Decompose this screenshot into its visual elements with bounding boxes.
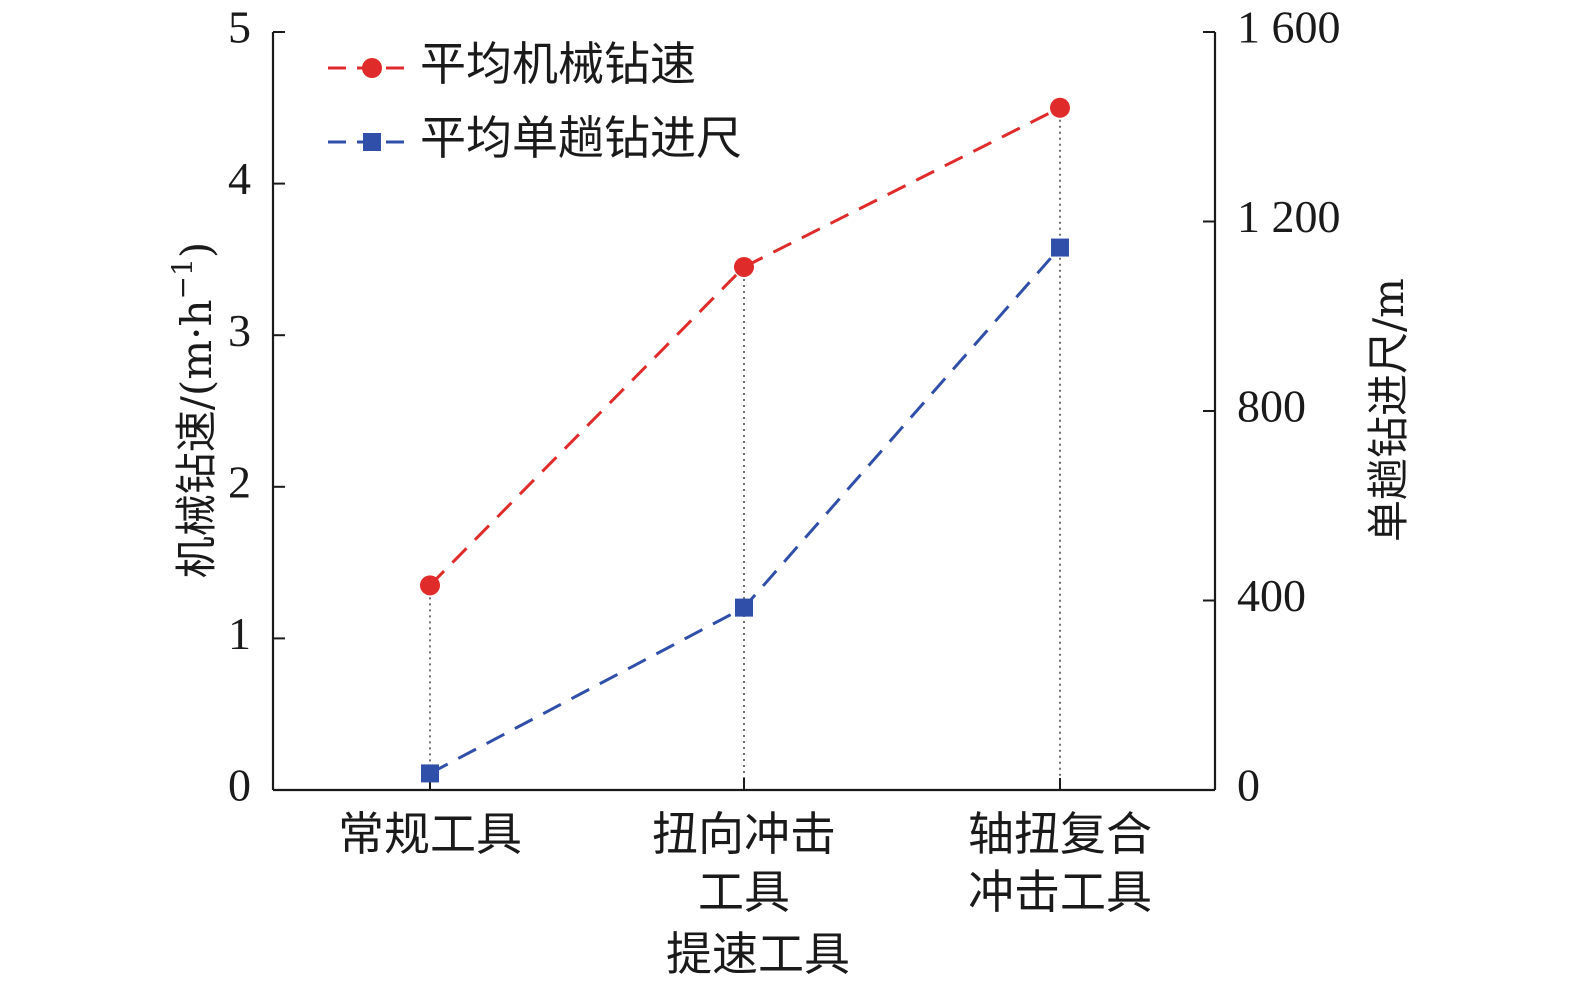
right-tick-label: 800	[1237, 381, 1306, 432]
x-axis-subtitle: 提速工具	[666, 927, 850, 981]
data-point-square	[735, 598, 753, 617]
right-tick-label: 0	[1237, 760, 1260, 811]
legend-label: 平均单趟钻进尺	[420, 111, 742, 165]
series-line	[428, 106, 1061, 587]
right-axis-ticks: 0 400 800 1 200 1 600	[1203, 2, 1341, 811]
right-axis-title: 单趟钻进尺/m	[1364, 278, 1413, 542]
drop-lines	[429, 107, 1061, 790]
data-point-circle	[1050, 97, 1070, 118]
series-layer	[420, 97, 1070, 783]
x-category-label: 轴扭复合	[968, 807, 1152, 861]
data-point-circle	[420, 575, 440, 596]
right-tick-label: 400	[1237, 570, 1306, 621]
right-tick-label: 1 200	[1237, 191, 1341, 242]
left-axis-title-close: )	[172, 242, 221, 258]
series-penetration-rate	[420, 97, 1070, 596]
left-axis-ticks: 0 1 2 3 4 5	[228, 2, 285, 811]
x-category-label: 常规工具	[338, 807, 522, 861]
x-category-label: 冲击工具	[968, 865, 1152, 919]
left-axis-title: 机械钻速/(m·h−1)	[166, 242, 222, 578]
series-line	[429, 246, 1062, 775]
left-tick-label: 5	[228, 2, 251, 53]
series-footage-per-trip	[421, 238, 1069, 783]
legend-marker-circle	[362, 58, 382, 78]
data-point-square	[1051, 238, 1069, 257]
left-tick-label: 2	[228, 456, 251, 507]
left-tick-label: 0	[228, 760, 251, 811]
legend-item: 平均单趟钻进尺	[328, 111, 742, 165]
left-axis-title-main: 机械钻速/(m·h	[172, 299, 221, 578]
left-tick-label: 4	[228, 153, 251, 204]
legend-item: 平均机械钻速	[328, 37, 696, 91]
x-category-label: 工具	[698, 865, 790, 919]
data-point-square	[421, 764, 439, 783]
left-tick-label: 1	[228, 608, 251, 659]
legend-label: 平均机械钻速	[420, 37, 696, 91]
left-axis-title-superscript: −1	[166, 258, 199, 299]
data-point-circle	[734, 256, 754, 277]
right-tick-label: 1 600	[1237, 2, 1341, 53]
legend-marker-square	[363, 133, 381, 151]
x-category-label: 扭向冲击	[652, 807, 836, 861]
left-tick-label: 3	[228, 305, 251, 356]
